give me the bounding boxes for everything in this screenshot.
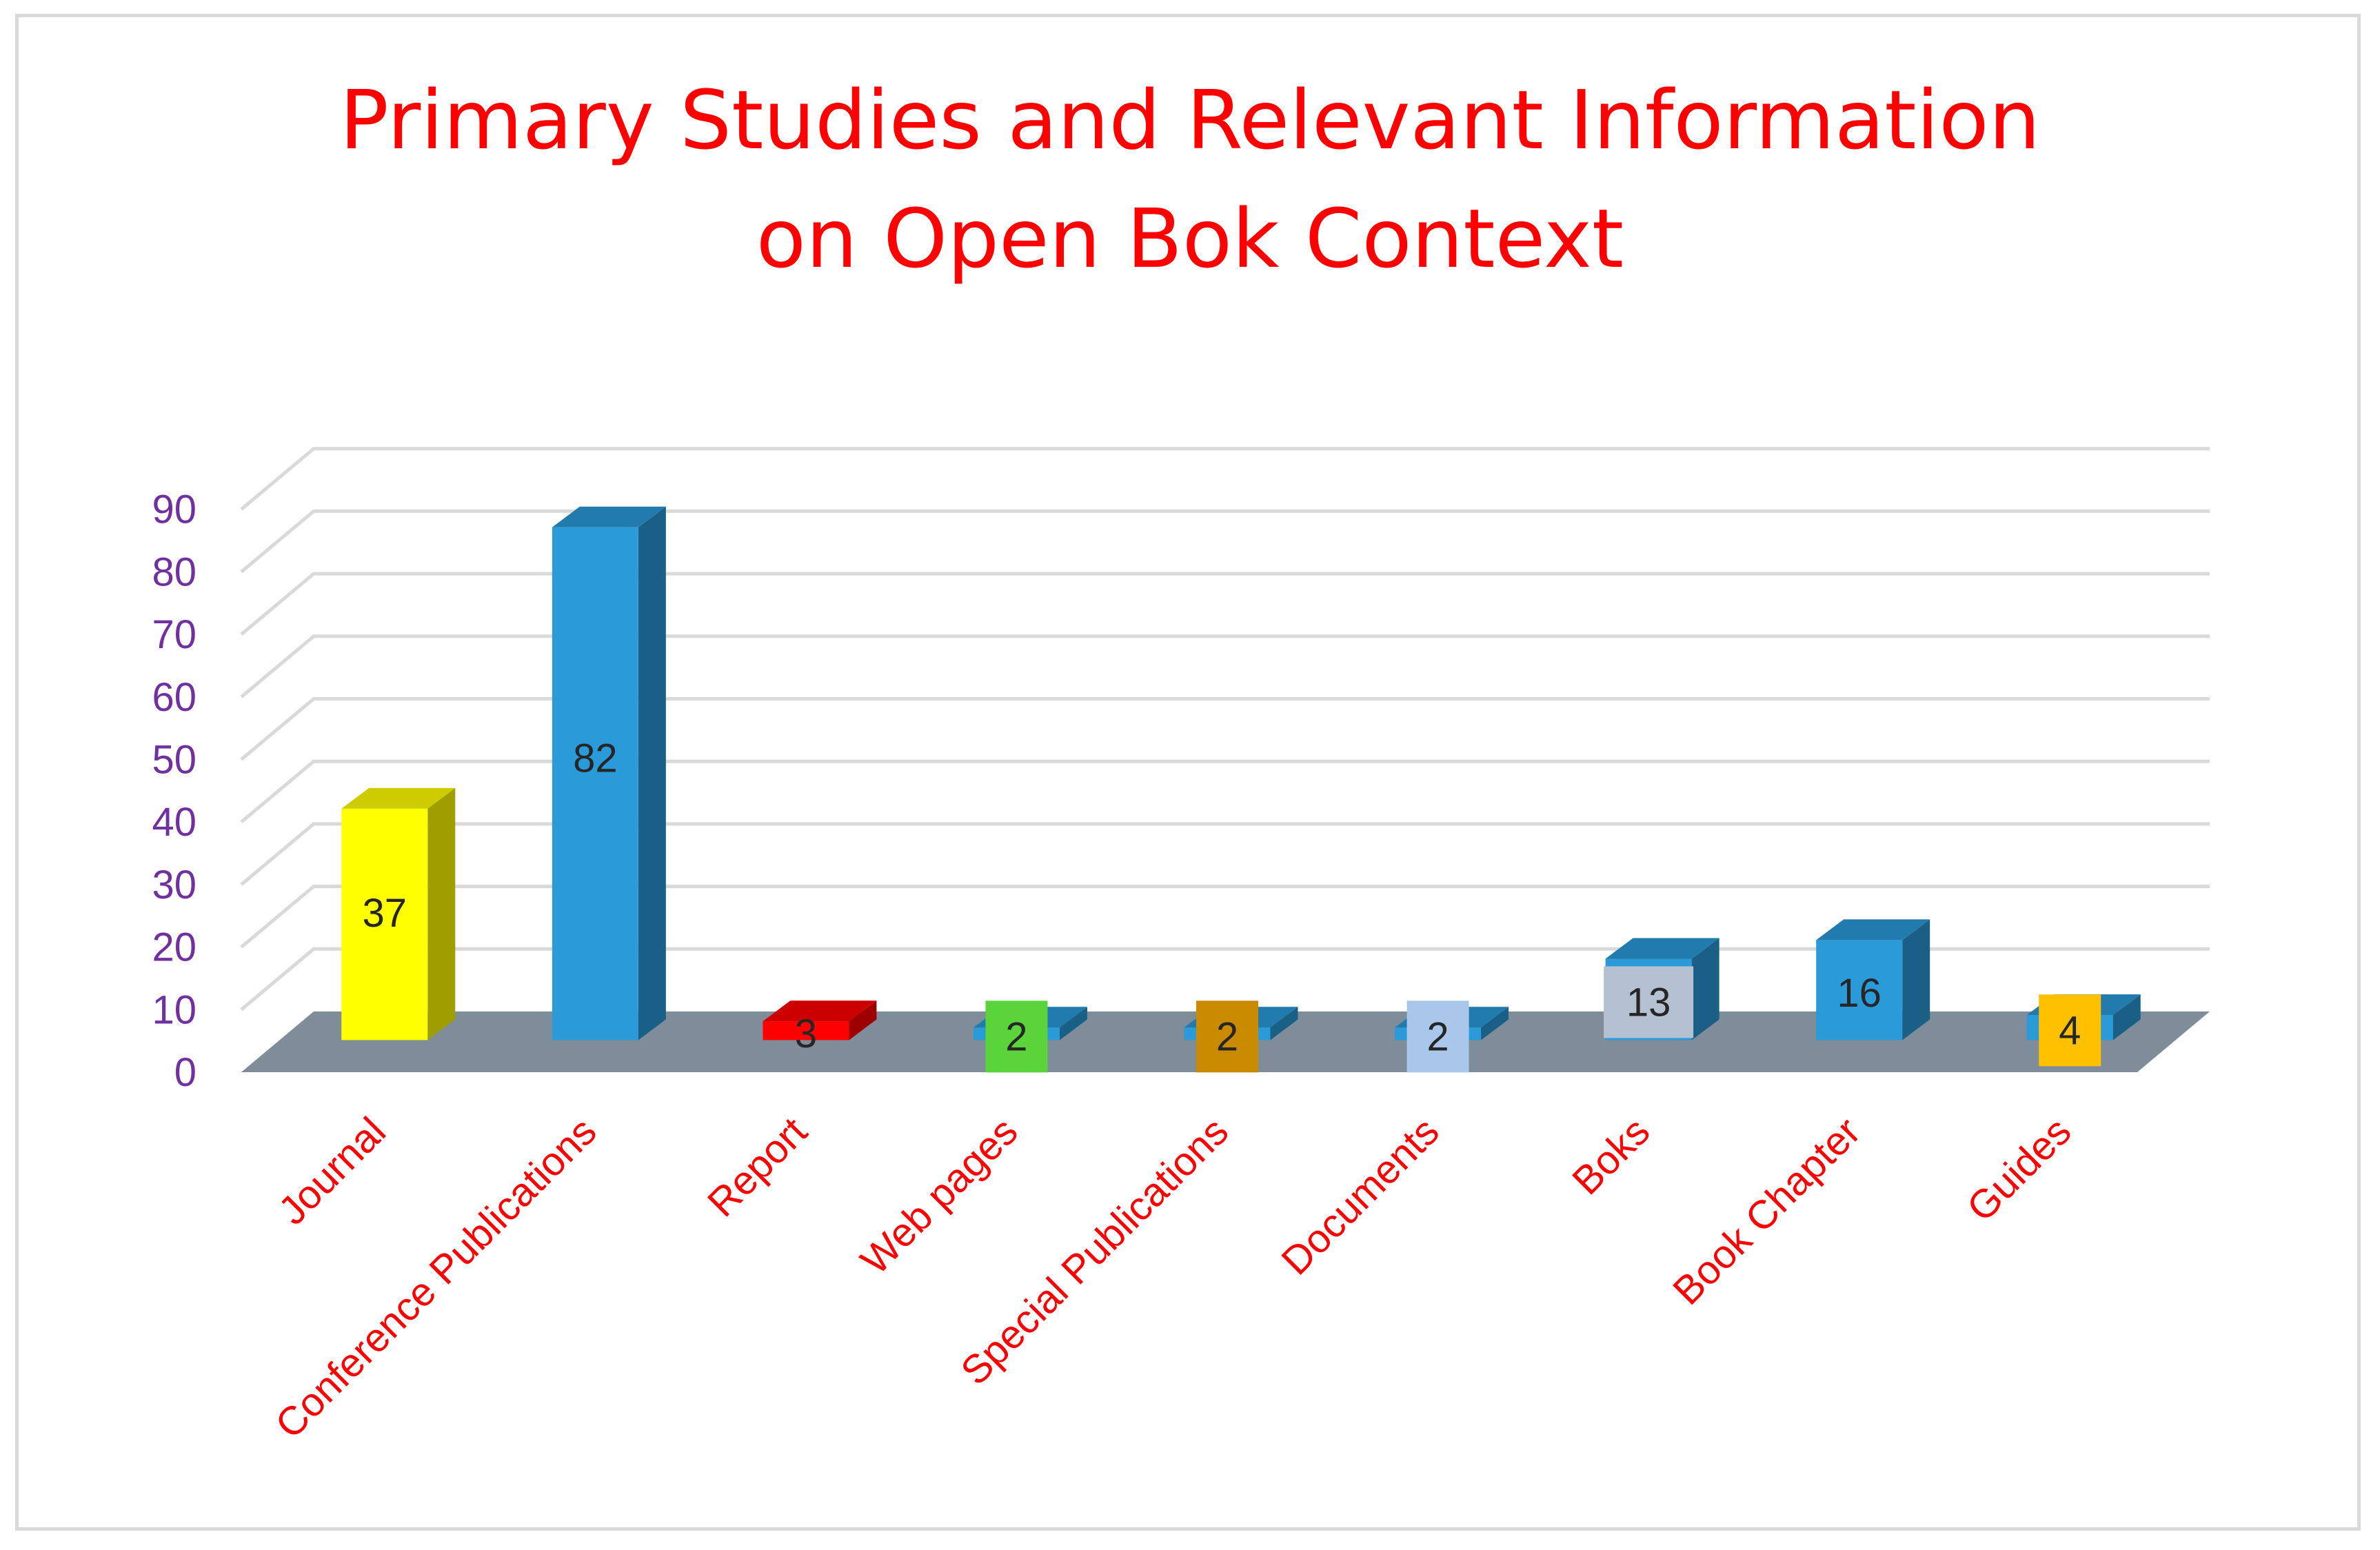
data-label: 37 xyxy=(363,891,407,936)
bar-top xyxy=(552,506,666,527)
data-label: 13 xyxy=(1626,980,1671,1025)
data-label-box xyxy=(1406,1000,1469,1073)
bar-side xyxy=(1481,1007,1509,1040)
bar-front xyxy=(763,1021,849,1040)
bar-top xyxy=(1816,919,1930,940)
bar-guides: 4 xyxy=(2026,994,2141,1067)
data-label: 4 xyxy=(2059,1008,2081,1053)
bar-conference-publications: 82 xyxy=(552,506,666,1040)
bar-web-pages: 2 xyxy=(973,1000,1087,1073)
y-tick-label: 50 xyxy=(152,738,196,783)
data-label-box xyxy=(2039,994,2101,1067)
x-category-label: Documents xyxy=(1273,1109,1447,1283)
data-label: 2 xyxy=(1426,1014,1449,1059)
y-tick-label: 40 xyxy=(152,800,196,845)
gridline-10 xyxy=(240,947,2210,1011)
x-category-label: Report xyxy=(699,1109,816,1225)
y-tick-label: 30 xyxy=(152,863,196,907)
bar-side xyxy=(1059,1007,1087,1040)
chart-title: Primary Studies and Relevant Information… xyxy=(0,61,2380,298)
bars: 37 82 3 2 2 2 13 16 4 xyxy=(341,506,2141,1073)
x-category-label: Journal xyxy=(270,1109,394,1233)
gridlines xyxy=(240,447,2210,1011)
data-label: 2 xyxy=(1005,1014,1027,1059)
bar-front xyxy=(552,527,638,1040)
bar-documents: 2 xyxy=(1395,1000,1509,1073)
data-label: 3 xyxy=(795,1011,817,1056)
y-tick-label: 70 xyxy=(152,612,196,657)
chart-frame xyxy=(15,14,2361,1531)
bar-side xyxy=(1270,1007,1298,1040)
bar-report: 3 xyxy=(763,1000,877,1056)
y-tick-label: 90 xyxy=(152,487,196,532)
chart-title-line-1: Primary Studies and Relevant Information xyxy=(339,72,2041,168)
x-category-label: Web pages xyxy=(852,1109,1027,1283)
gridline-40 xyxy=(240,759,2210,824)
x-category-label: Boks xyxy=(1564,1109,1658,1203)
data-label: 2 xyxy=(1216,1014,1238,1059)
bar-top xyxy=(1605,938,1720,959)
y-axis-tick-labels: 0 10 20 30 40 50 60 70 80 90 xyxy=(152,487,196,1095)
y-tick-label: 0 xyxy=(174,1050,196,1095)
bar-special-publications: 2 xyxy=(1184,1000,1298,1073)
bar-side xyxy=(2112,994,2141,1040)
bar-book-chapter: 16 xyxy=(1816,919,1930,1040)
x-category-label: Guides xyxy=(1958,1109,2079,1230)
data-label-box xyxy=(1604,966,1694,1038)
gridline-20 xyxy=(240,885,2210,949)
bar-side xyxy=(638,506,666,1040)
bar-journal: 37 xyxy=(341,787,456,1040)
bar-front xyxy=(341,808,428,1040)
data-label: 16 xyxy=(1837,971,1882,1016)
bar-side xyxy=(849,1000,877,1040)
bar-top xyxy=(341,787,456,809)
bar-side xyxy=(1902,919,1930,1040)
data-label: 82 xyxy=(573,736,618,781)
y-tick-label: 60 xyxy=(152,675,196,720)
gridline-60 xyxy=(240,634,2210,698)
bar-front xyxy=(1816,940,1903,1040)
data-label-box xyxy=(1196,1000,1258,1073)
bar-side xyxy=(427,787,456,1040)
chart-title-line-2: on Open Bok Context xyxy=(756,191,1624,286)
x-category-label: Book Chapter xyxy=(1664,1109,1869,1314)
gridline-30 xyxy=(240,822,2210,886)
bar-top xyxy=(763,1000,877,1022)
gridline-90 xyxy=(240,447,2210,511)
bar-boks: 13 xyxy=(1604,938,1720,1040)
bar-side xyxy=(1691,938,1720,1040)
gridline-80 xyxy=(240,509,2210,574)
gridline-70 xyxy=(240,572,2210,636)
gridline-50 xyxy=(240,697,2210,761)
y-tick-label: 10 xyxy=(152,987,196,1032)
data-label-box xyxy=(985,1000,1048,1073)
y-tick-label: 80 xyxy=(152,550,196,594)
y-tick-label: 20 xyxy=(152,925,196,970)
